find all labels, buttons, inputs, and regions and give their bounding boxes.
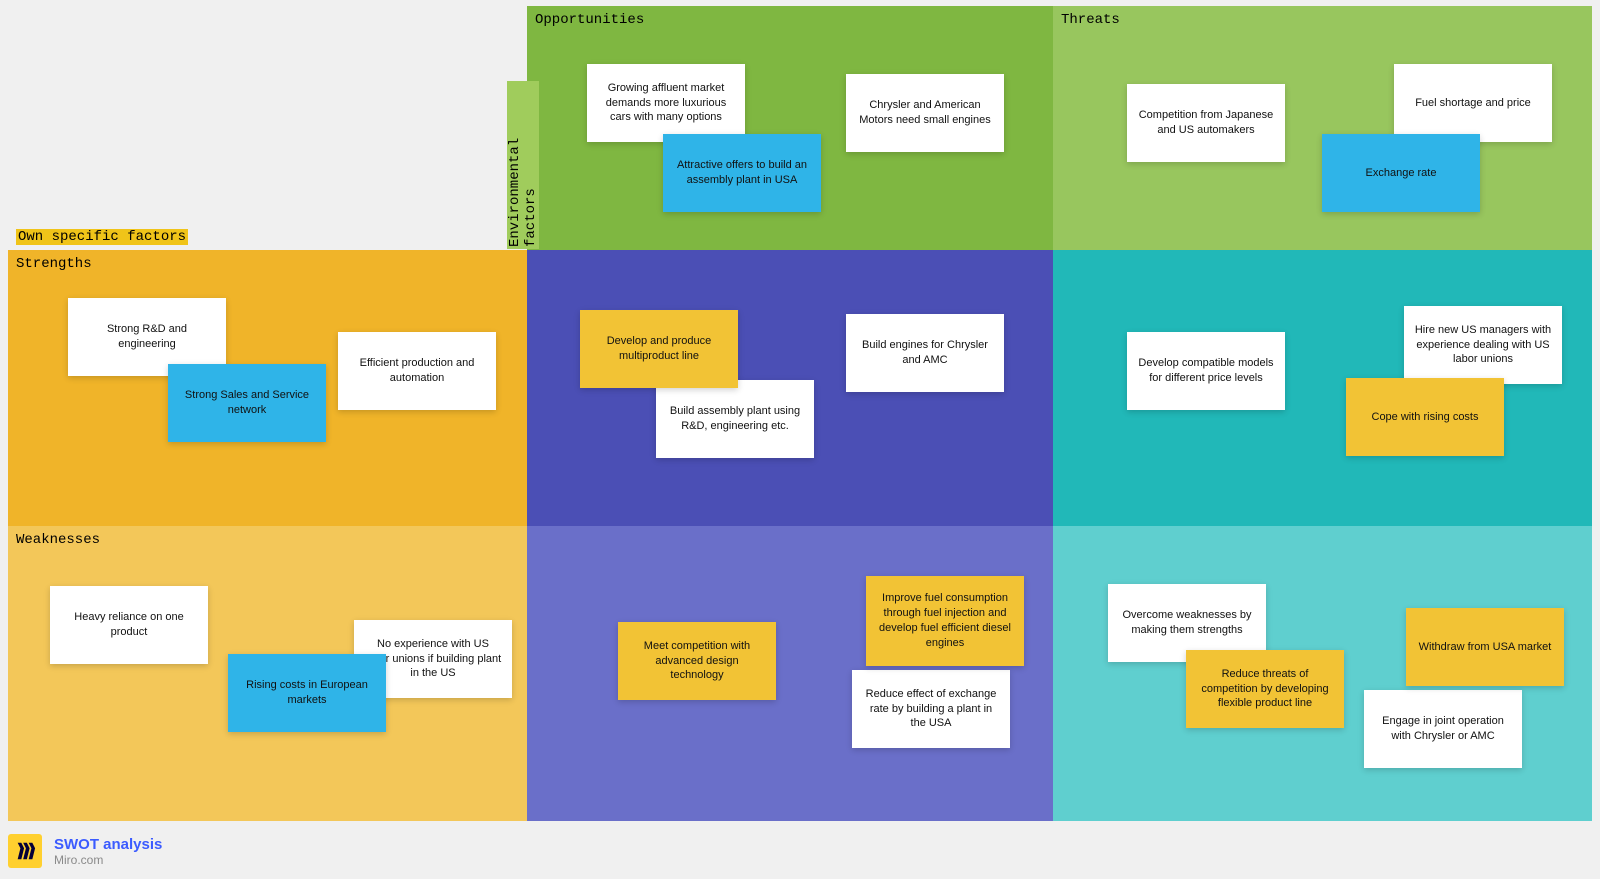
swot-board[interactable]: Opportunities Threats Strengths Weaknesses O… <box>8 6 1592 821</box>
sticky-note[interactable]: Build engines for Chrysler and AMC <box>846 314 1004 392</box>
sticky-note[interactable]: Engage in joint operation with Chrysler … <box>1364 690 1522 768</box>
sticky-note[interactable]: Fuel shortage and price <box>1394 64 1552 142</box>
cell-tl[interactable] <box>8 6 527 250</box>
cell-label-opp: Opportunities <box>535 12 644 28</box>
sticky-note[interactable]: Meet competition with advanced design te… <box>618 622 776 700</box>
environmental-label: Environmental factors <box>507 81 539 249</box>
footer-text: SWOT analysis Miro.com <box>54 836 162 867</box>
miro-logo-icon <box>8 834 42 868</box>
sticky-note[interactable]: Chrysler and American Motors need small … <box>846 74 1004 152</box>
own-specific-label: Own specific factors <box>16 229 188 245</box>
sticky-note[interactable]: Hire new US managers with experience dea… <box>1404 306 1562 384</box>
sticky-note[interactable]: Competition from Japanese and US automak… <box>1127 84 1285 162</box>
footer-title: SWOT analysis <box>54 836 162 853</box>
sticky-note[interactable]: Rising costs in European markets <box>228 654 386 732</box>
sticky-note[interactable]: Growing affluent market demands more lux… <box>587 64 745 142</box>
cell-label-thr: Threats <box>1061 12 1120 28</box>
sticky-note[interactable]: Withdraw from USA market <box>1406 608 1564 686</box>
sticky-note[interactable]: Develop compatible models for different … <box>1127 332 1285 410</box>
footer-subtitle: Miro.com <box>54 853 162 867</box>
sticky-note[interactable]: Attractive offers to build an assembly p… <box>663 134 821 212</box>
cell-label-str: Strengths <box>16 256 92 272</box>
sticky-note[interactable]: Strong Sales and Service network <box>168 364 326 442</box>
sticky-note[interactable]: Reduce effect of exchange rate by buildi… <box>852 670 1010 748</box>
sticky-note[interactable]: Cope with rising costs <box>1346 378 1504 456</box>
footer: SWOT analysis Miro.com <box>8 829 162 873</box>
sticky-note[interactable]: Exchange rate <box>1322 134 1480 212</box>
sticky-note[interactable]: Heavy reliance on one product <box>50 586 208 664</box>
sticky-note[interactable]: Improve fuel consumption through fuel in… <box>866 576 1024 666</box>
sticky-note[interactable]: Reduce threats of competition by develop… <box>1186 650 1344 728</box>
sticky-note[interactable]: Develop and produce multiproduct line <box>580 310 738 388</box>
cell-label-wk: Weaknesses <box>16 532 100 548</box>
sticky-note[interactable]: Efficient production and automation <box>338 332 496 410</box>
miro-glyph-icon <box>14 840 36 862</box>
sticky-note[interactable]: Build assembly plant using R&D, engineer… <box>656 380 814 458</box>
